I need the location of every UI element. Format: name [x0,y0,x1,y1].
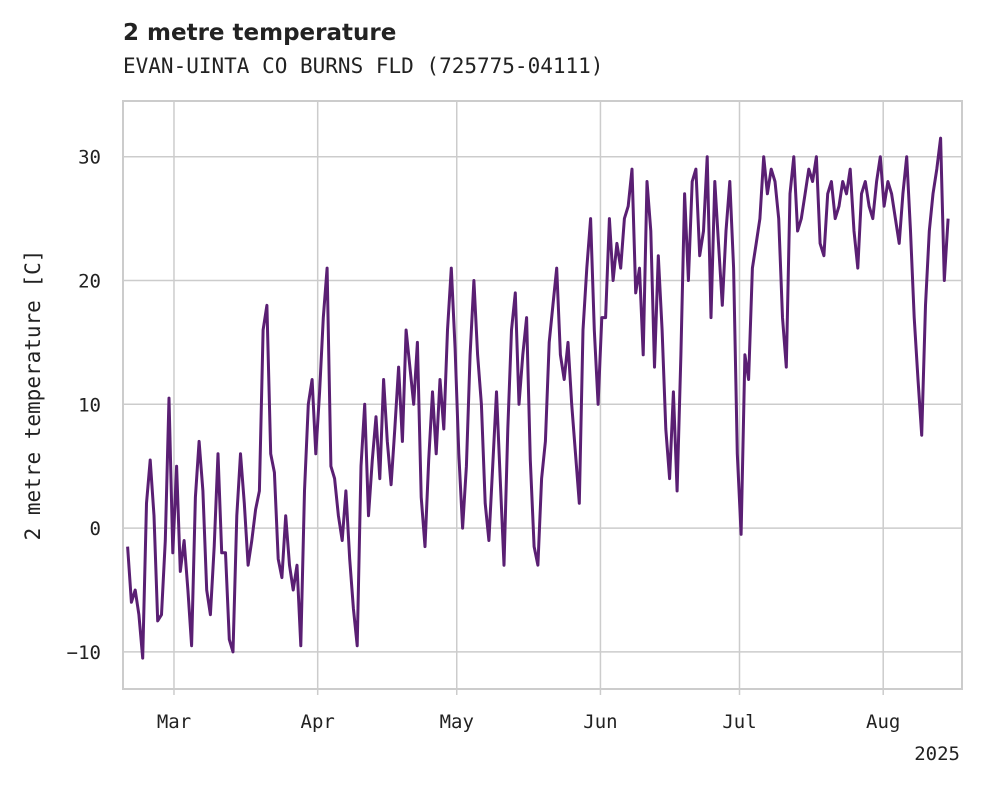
grid [123,101,962,689]
x-tick-label: Apr [301,711,335,733]
x-tick-label: Jun [583,711,617,733]
y-tick-label: 20 [78,270,101,292]
y-tick-label: 0 [90,518,101,540]
chart-title: 2 metre temperature [123,20,396,46]
x-tick-label: Jul [722,711,756,733]
x-tick-label: May [440,711,474,733]
y-tick-label: −10 [67,642,101,664]
y-axis-label: 2 metre temperature [C] [21,250,45,541]
x-tick-label: Mar [157,711,191,733]
x-axis-year-label: 2025 [914,743,960,765]
x-tick-label: Aug [866,711,900,733]
chart-subtitle: EVAN-UINTA CO BURNS FLD (725775-04111) [123,54,603,78]
temperature-series-line [126,136,950,660]
x-axis: Mar Apr May Jun Jul Aug [157,689,900,733]
y-tick-label: 30 [78,147,101,169]
y-axis: −10 0 10 20 30 [67,147,101,664]
plot-area [126,136,950,660]
y-tick-label: 10 [78,394,101,416]
plot-frame [122,100,963,690]
